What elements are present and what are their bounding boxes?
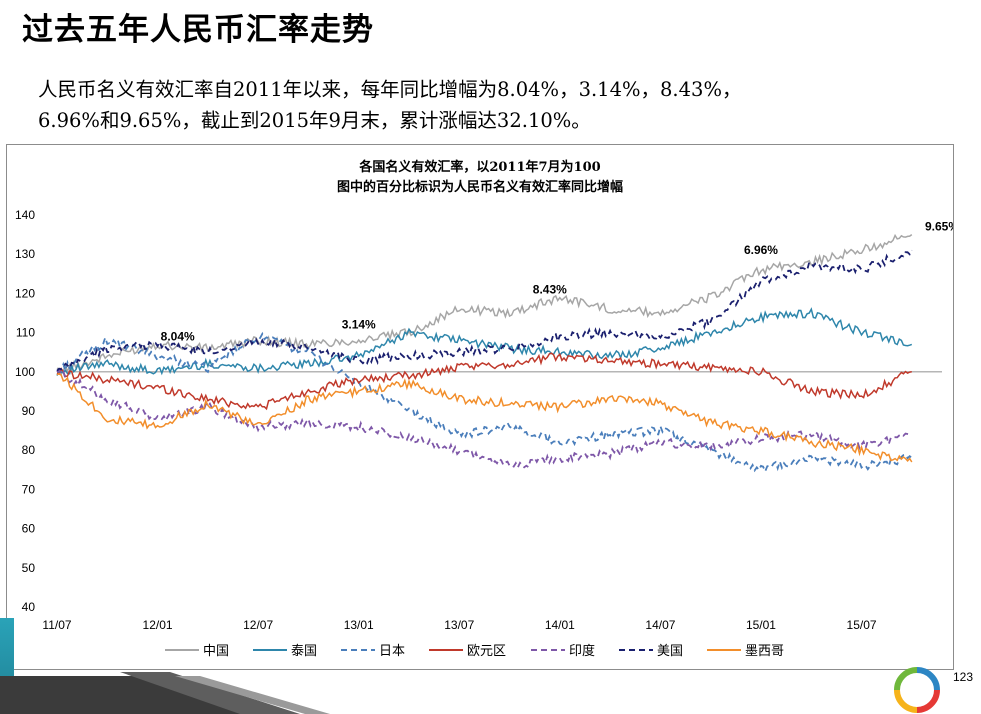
x-tick-label: 12/07 xyxy=(243,618,273,632)
x-tick-label: 13/01 xyxy=(344,618,374,632)
slide-title: 过去五年人民币汇率走势 xyxy=(22,12,374,48)
chart-title: 各国名义有效汇率，以2011年7月为100 xyxy=(358,159,600,175)
series-line-0 xyxy=(56,233,913,376)
series-line-3 xyxy=(56,352,912,411)
legend-label: 中国 xyxy=(203,644,229,659)
y-tick-label: 130 xyxy=(15,247,35,261)
growth-annotation: 6.96% xyxy=(744,243,778,257)
legend: 中国 泰国 日本 欧元区 印度 美国 墨西哥 xyxy=(165,643,784,659)
y-tick-label: 80 xyxy=(22,443,36,457)
legend-label: 欧元区 xyxy=(467,644,506,659)
legend-label: 印度 xyxy=(569,643,595,659)
x-tick-label: 12/01 xyxy=(143,618,173,632)
legend-label: 美国 xyxy=(657,644,683,659)
decorative-swoosh xyxy=(0,672,330,714)
y-tick-label: 50 xyxy=(22,561,36,575)
growth-annotation: 9.65% xyxy=(925,220,953,234)
legend-label: 日本 xyxy=(379,644,405,659)
x-tick-label: 13/07 xyxy=(444,618,474,632)
page-number: 123 xyxy=(952,670,973,684)
chart-subtitle: 图中的百分比标识为人民币名义有效汇率同比增幅 xyxy=(337,179,623,195)
y-tick-label: 110 xyxy=(16,326,35,340)
body-text: 人民币名义有效汇率自2011年以来，每年同比增幅为8.04%，3.14%，8.4… xyxy=(38,74,958,136)
y-tick-label: 60 xyxy=(22,522,36,536)
company-logo xyxy=(894,667,940,713)
body-text-line-1: 人民币名义有效汇率自2011年以来，每年同比增幅为8.04%，3.14%，8.4… xyxy=(38,78,742,101)
x-tick-label: 14/01 xyxy=(545,618,575,632)
y-tick-label: 120 xyxy=(15,286,35,300)
series-line-5 xyxy=(56,249,913,372)
series-layer xyxy=(56,233,913,474)
x-tick-label: 14/07 xyxy=(645,618,675,632)
x-tick-label: 15/01 xyxy=(746,618,776,632)
y-tick-label: 70 xyxy=(22,482,36,496)
x-tick-label: 15/07 xyxy=(847,618,877,632)
legend-label: 墨西哥 xyxy=(745,644,784,659)
y-tick-label: 140 xyxy=(15,208,35,222)
growth-annotation: 3.14% xyxy=(342,318,376,332)
series-line-2 xyxy=(56,331,913,474)
legend-label: 泰国 xyxy=(291,644,317,659)
series-line-6 xyxy=(56,372,913,463)
annotation-layer: 8.04% 3.14% 8.43% 6.96% 9.65% xyxy=(161,220,953,344)
chart-frame: 各国名义有效汇率，以2011年7月为100 图中的百分比标识为人民币名义有效汇率… xyxy=(6,144,954,670)
body-text-line-2: 6.96%和9.65%，截止到2015年9月末，累计涨幅达32.10%。 xyxy=(38,109,591,132)
series-line-1 xyxy=(56,307,913,376)
x-tick-label: 11/07 xyxy=(42,618,71,632)
y-tick-label: 40 xyxy=(22,600,36,614)
growth-annotation: 8.43% xyxy=(533,282,567,296)
y-tick-label: 100 xyxy=(15,365,35,379)
line-chart: 各国名义有效汇率，以2011年7月为100 图中的百分比标识为人民币名义有效汇率… xyxy=(15,159,953,659)
growth-annotation: 8.04% xyxy=(161,329,195,343)
axes-layer: 140 130 120 110 100 90 80 70 60 50 40 11/07 12/01 12/… xyxy=(15,208,942,632)
y-tick-label: 90 xyxy=(22,404,36,418)
